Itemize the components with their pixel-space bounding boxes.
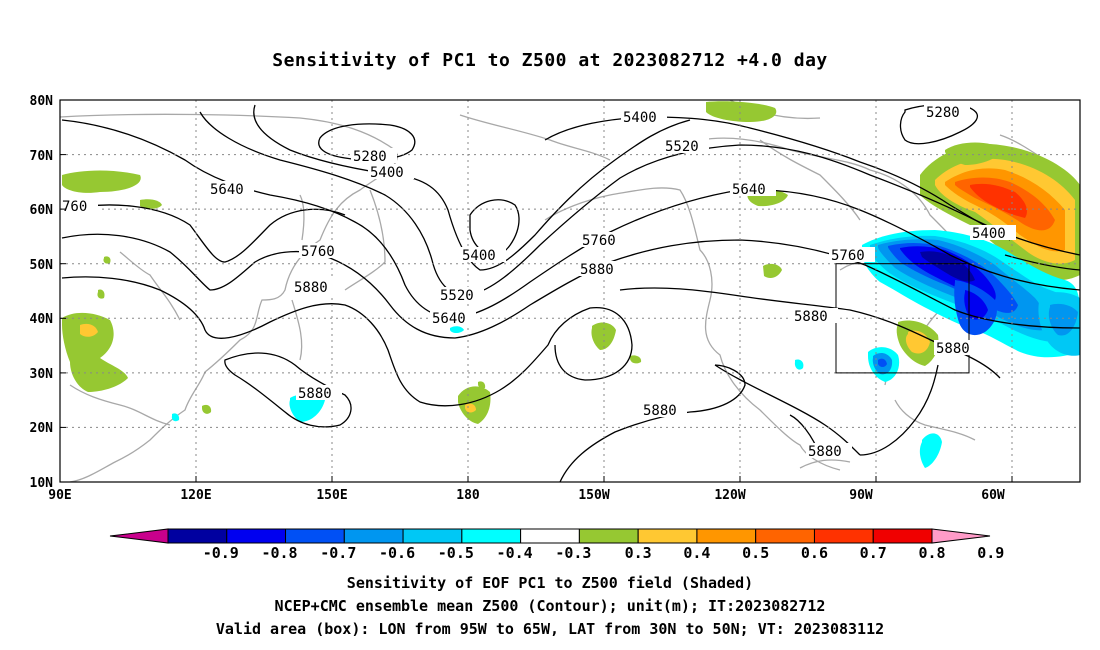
- lon-label: 120E: [180, 488, 211, 503]
- contour-label: 760: [62, 199, 87, 215]
- colorbar-label: -0.4: [497, 544, 533, 562]
- lon-label: 150E: [316, 488, 347, 503]
- colorbar-swatch: [637, 528, 698, 544]
- colorbar-label: -0.9: [203, 544, 239, 562]
- colorbar-label: -0.3: [555, 544, 591, 562]
- colorbar-swatch: [578, 528, 639, 544]
- colorbar-label: 0.3: [625, 544, 652, 562]
- lat-label: 80N: [30, 94, 54, 109]
- contour-label: 5880: [298, 386, 332, 402]
- contour-label: 5520: [440, 288, 474, 304]
- contour-label: 5760: [831, 248, 865, 264]
- contour-label: 5280: [926, 105, 960, 121]
- lon-label: 60W: [981, 488, 1005, 503]
- positive-sensitivity-shading: [62, 101, 1080, 424]
- colorbar-swatch: [813, 528, 874, 544]
- longitude-labels: 90E 120E 150E 180 150W 120W 90W 60W: [48, 488, 1005, 503]
- contour-label: 5880: [580, 262, 614, 278]
- contour-label: 5640: [732, 182, 766, 198]
- contour-label: 5640: [432, 311, 466, 327]
- contour-label: 5400: [462, 248, 496, 264]
- colorbar-label: 0.9: [977, 544, 1004, 562]
- lat-label: 10N: [30, 476, 54, 491]
- lon-label: 90E: [48, 488, 71, 503]
- contour-label: 5280: [353, 149, 387, 165]
- colorbar-label: -0.8: [261, 544, 297, 562]
- latitude-labels: 80N 70N 60N 50N 40N 30N 20N 10N: [30, 94, 54, 491]
- colorbar-label: 0.4: [683, 544, 710, 562]
- contour-label: 5880: [794, 309, 828, 325]
- colorbar-swatch: [343, 528, 404, 544]
- colorbar-label: -0.6: [379, 544, 415, 562]
- colorbar-swatch: [402, 528, 463, 544]
- contour-label: 5880: [294, 280, 328, 296]
- caption-valid-area: Valid area (box): LON from 95W to 65W, L…: [215, 620, 885, 638]
- tick-marks: [60, 99, 1013, 483]
- lon-label: 120W: [714, 488, 745, 503]
- colorbar-swatch: [755, 528, 815, 544]
- lat-label: 60N: [30, 203, 54, 218]
- lon-label: 150W: [578, 488, 609, 503]
- lon-label: 180: [456, 488, 480, 503]
- colorbar-swatch: [461, 528, 522, 544]
- colorbar-label: 0.6: [801, 544, 828, 562]
- lon-label: 90W: [849, 488, 873, 503]
- colorbar-labels: -0.9 -0.8 -0.7 -0.6 -0.5 -0.4 -0.3 0.3 0.4 0.5 0.6…: [203, 544, 1005, 562]
- contour-labels: 5280 5400 5400 5280 5520 5640 5640 760 5…: [62, 104, 1016, 460]
- colorbar-swatch: [285, 528, 345, 544]
- contour-label: 5640: [210, 182, 244, 198]
- lat-label: 50N: [30, 258, 54, 273]
- colorbar-swatch: [872, 528, 933, 544]
- map-frame: [59, 99, 1081, 483]
- colorbar-label: 0.8: [918, 544, 945, 562]
- lat-label: 20N: [30, 421, 54, 436]
- colorbar-label: -0.7: [320, 544, 356, 562]
- contour-label: 5760: [582, 233, 616, 249]
- colorbar-label: 0.7: [860, 544, 887, 562]
- lat-label: 40N: [30, 312, 54, 327]
- lat-label: 30N: [30, 367, 54, 382]
- contour-label: 5400: [370, 165, 404, 181]
- contour-label: 5400: [972, 226, 1006, 242]
- colorbar-swatch: [226, 528, 287, 544]
- colorbar-label: -0.5: [438, 544, 474, 562]
- contour-label: 5880: [936, 341, 970, 357]
- contour-label: 5520: [665, 139, 699, 155]
- page-title: Sensitivity of PC1 to Z500 at 2023082712…: [272, 50, 828, 71]
- lat-label: 70N: [30, 149, 54, 164]
- graticule: [60, 100, 1080, 482]
- contour-label: 5880: [808, 444, 842, 460]
- colorbar-swatch: [696, 528, 757, 544]
- caption-contour: NCEP+CMC ensemble mean Z500 (Contour); u…: [274, 597, 826, 615]
- contour-label: 5400: [623, 110, 657, 126]
- colorbar-swatch: [167, 528, 228, 544]
- colorbar-tip-high: [931, 528, 991, 544]
- colorbar-label: 0.5: [742, 544, 769, 562]
- contour-label: 5760: [301, 244, 335, 260]
- caption-shading: Sensitivity of EOF PC1 to Z500 field (Sh…: [346, 574, 754, 592]
- colorbar-tip-low: [109, 528, 169, 544]
- colorbar: [109, 528, 991, 544]
- colorbar-swatch: [520, 528, 580, 544]
- contour-label: 5880: [643, 403, 677, 419]
